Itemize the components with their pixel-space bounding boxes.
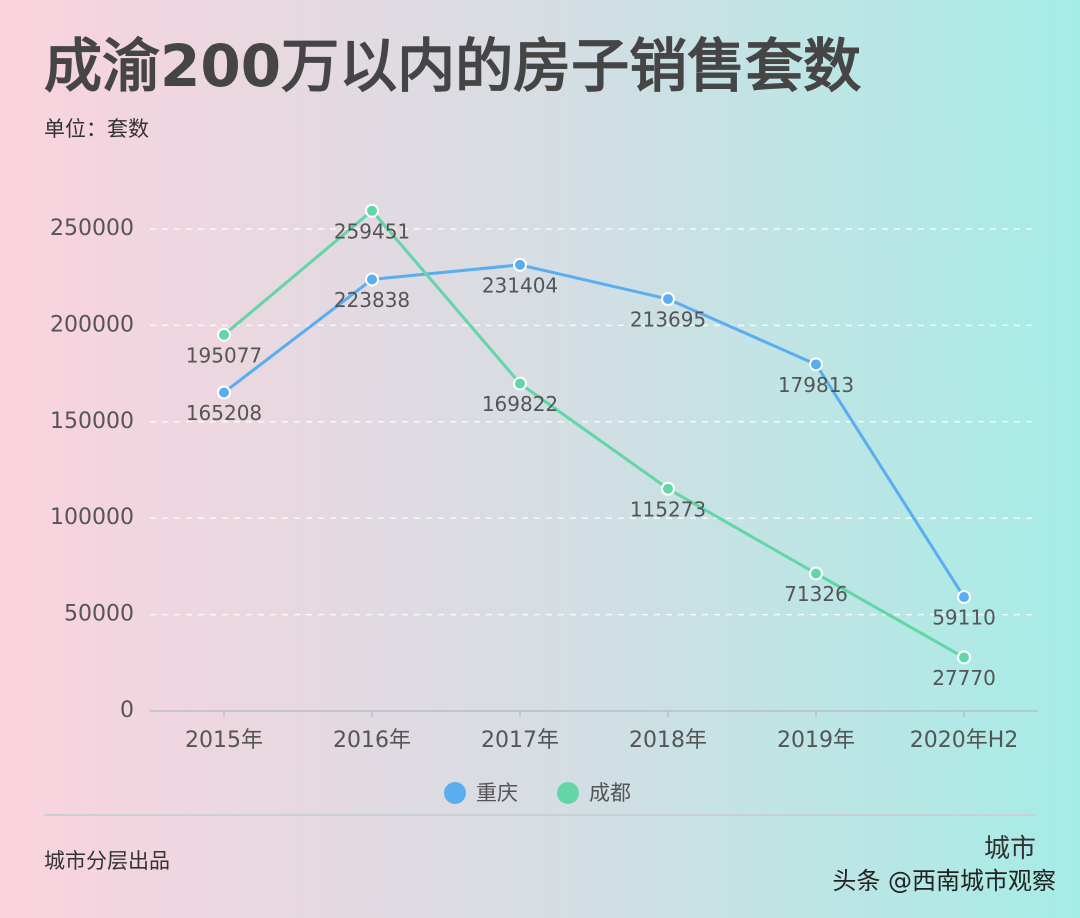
- legend-marker: [557, 782, 579, 804]
- data-point: [217, 385, 231, 400]
- data-point: [217, 327, 231, 342]
- data-label: 259451: [334, 219, 410, 243]
- data-label: 179813: [778, 373, 854, 397]
- legend-marker: [444, 782, 466, 804]
- legend-label: 重庆: [476, 781, 518, 805]
- y-tick-label: 250000: [50, 216, 134, 241]
- logo: 城市: [984, 834, 1036, 864]
- series-line: [223, 208, 965, 659]
- data-label: 59110: [932, 606, 996, 630]
- x-tick-label: 2017年: [481, 728, 559, 753]
- data-point: [513, 257, 527, 272]
- series-line: [223, 263, 966, 598]
- y-tick-label: 50000: [64, 602, 134, 627]
- data-point: [365, 203, 379, 218]
- footer: 城市分层出品: [44, 849, 170, 873]
- data-point: [661, 291, 675, 306]
- y-tick-label: 0: [120, 698, 134, 723]
- chart-subtitle: 单位：套数: [44, 117, 149, 141]
- data-point: [513, 376, 527, 391]
- watermark: 头条 @西南城市观察: [832, 867, 1056, 895]
- x-tick-label: 2020年H2: [910, 728, 1019, 753]
- data-label: 195077: [186, 343, 262, 367]
- data-label: 223838: [334, 288, 410, 312]
- chart-title: 成渝200万以内的房子销售套数: [44, 32, 861, 100]
- y-tick-label: 150000: [50, 409, 134, 434]
- legend-label: 成都: [589, 781, 631, 805]
- x-tick-label: 2015年: [185, 728, 263, 753]
- data-point: [365, 272, 379, 287]
- data-label: 165208: [186, 401, 262, 425]
- data-label: 27770: [932, 666, 996, 690]
- data-label: 231404: [482, 273, 558, 297]
- data-point: [661, 481, 675, 496]
- data-point: [957, 590, 971, 605]
- x-tick-label: 2018年: [629, 728, 707, 753]
- data-label: 213695: [630, 307, 706, 331]
- data-label: 115273: [630, 497, 706, 521]
- data-point: [809, 357, 823, 372]
- x-tick-label: 2019年: [777, 728, 855, 753]
- y-tick-label: 100000: [50, 505, 134, 530]
- data-label: 169822: [482, 392, 558, 416]
- y-tick-label: 200000: [50, 312, 134, 337]
- data-point: [957, 650, 971, 665]
- x-tick-label: 2016年: [333, 728, 411, 753]
- data-label: 71326: [784, 582, 848, 606]
- data-point: [809, 566, 823, 581]
